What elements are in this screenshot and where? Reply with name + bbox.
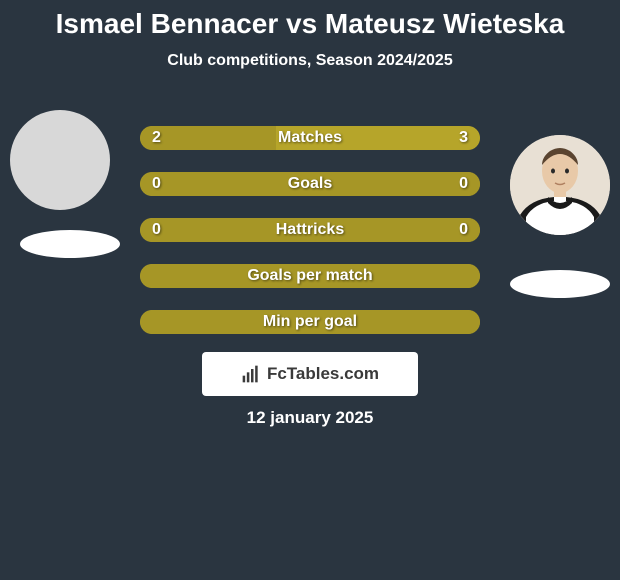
watermark-text: FcTables.com [267, 364, 379, 384]
player-right-avatar [510, 135, 610, 235]
stat-value-right: 0 [459, 218, 468, 242]
player-left-avatar [10, 110, 110, 210]
stat-label: Matches [140, 126, 480, 150]
stat-row: Goals0 0 [140, 172, 480, 196]
stat-label: Hattricks [140, 218, 480, 242]
stat-label: Min per goal [140, 310, 480, 334]
player-right-shadow [510, 270, 610, 298]
subtitle: Club competitions, Season 2024/2025 [0, 52, 620, 70]
player-photo-icon [510, 135, 610, 235]
stat-row: Matches2 3 [140, 126, 480, 150]
stat-value-left: 0 [152, 218, 161, 242]
stat-value-left: 0 [152, 172, 161, 196]
stat-row: Min per goal [140, 310, 480, 334]
stat-row: Goals per match [140, 264, 480, 288]
watermark: FcTables.com [202, 352, 418, 396]
stats-bars: Matches23Goals00Hattricks00Goals per mat… [140, 126, 480, 356]
chart-icon [241, 364, 261, 384]
stat-value-right: 0 [459, 172, 468, 196]
stat-label: Goals per match [140, 264, 480, 288]
stat-value-right: 3 [459, 126, 468, 150]
date-label: 12 january 2025 [0, 408, 620, 428]
stat-value-left: 2 [152, 126, 161, 150]
stat-label: Goals [140, 172, 480, 196]
page-title: Ismael Bennacer vs Mateusz Wieteska [0, 0, 620, 40]
stat-row: Hattricks0 0 [140, 218, 480, 242]
